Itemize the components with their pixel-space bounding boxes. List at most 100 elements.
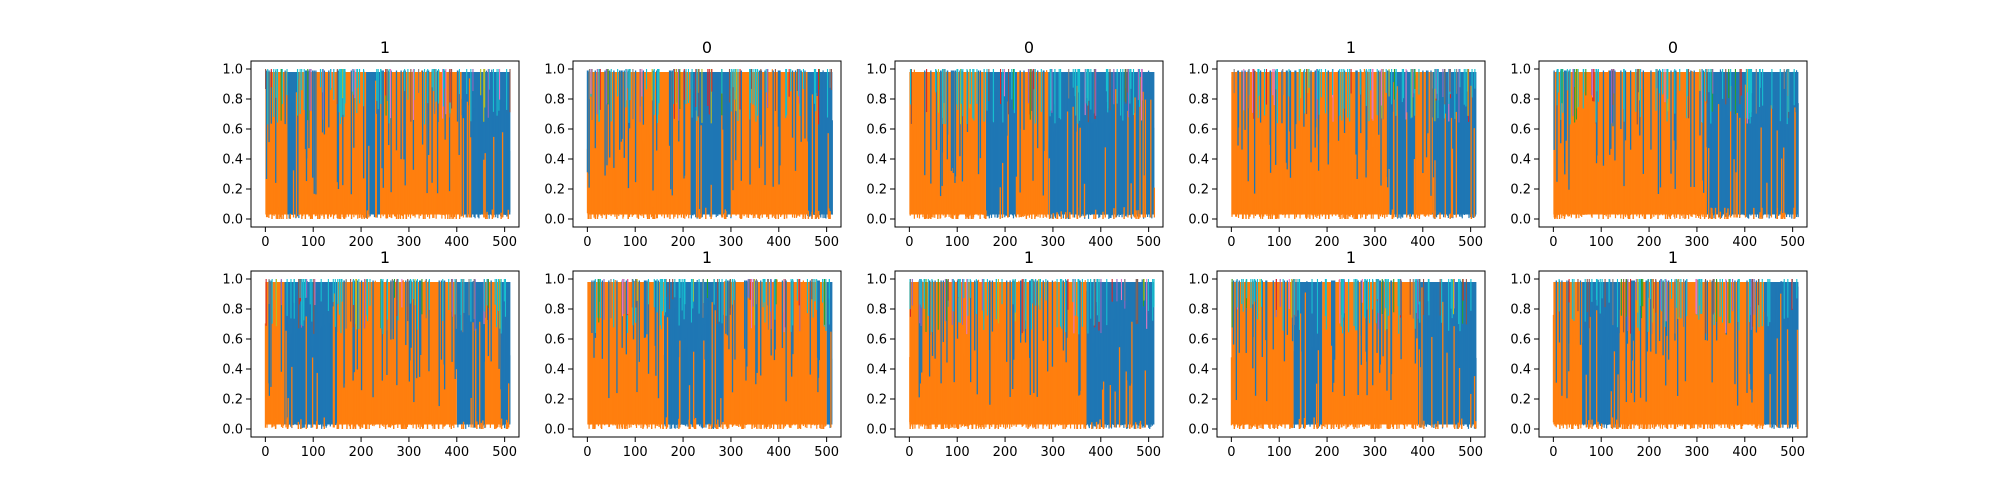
subplot-10: 1 0 100 200 300 400 500 0.0 0.2 0.4 0.6 0.8 1.0 <box>1510 248 1808 460</box>
y-tick-label: 0.4 <box>1510 153 1531 168</box>
x-tick-label: 300 <box>1685 445 1710 460</box>
y-tick-label: 0.8 <box>1510 303 1531 318</box>
subplot-title: 1 <box>1346 248 1356 267</box>
plot-area <box>1553 69 1799 219</box>
axes-frame <box>250 270 520 438</box>
x-tick-label: 500 <box>1780 235 1805 250</box>
y-tick-label: 0.8 <box>866 93 887 108</box>
y-tick-label: 0.8 <box>866 303 887 318</box>
x-tick-label: 100 <box>623 445 648 460</box>
subplot-1: 1 0 100 200 300 400 500 0.0 0.2 0.4 0.6 0.8 1.0 <box>222 38 520 250</box>
y-tick-label: 0.2 <box>1510 183 1531 198</box>
y-tick-label: 1.0 <box>1510 273 1531 288</box>
y-tick-label: 1.0 <box>544 63 565 78</box>
x-tick-label: 100 <box>1589 235 1614 250</box>
x-tick-label: 400 <box>1732 235 1757 250</box>
x-tick-label: 400 <box>766 445 791 460</box>
subplot-title: 0 <box>1024 38 1034 57</box>
y-tick-label: 0.8 <box>1188 303 1209 318</box>
subplot-2: 0 0 100 200 300 400 500 0.0 0.2 0.4 0.6 0.8 1.0 <box>544 38 842 250</box>
subplot-4: 1 0 100 200 300 400 500 0.0 0.2 0.4 0.6 0.8 1.0 <box>1188 38 1486 250</box>
plot-area <box>587 279 833 429</box>
x-tick-label: 500 <box>814 235 839 250</box>
y-tick-label: 0.6 <box>1510 333 1531 348</box>
x-tick-label: 200 <box>1315 445 1340 460</box>
x-tick-label: 300 <box>719 445 744 460</box>
y-tick-label: 0.0 <box>222 423 243 438</box>
x-tick-label: 200 <box>1637 445 1662 460</box>
x-tick-label: 0 <box>1227 445 1235 460</box>
axes-frame <box>894 270 1164 438</box>
y-tick-label: 0.2 <box>866 183 887 198</box>
subplot-title: 0 <box>1668 38 1678 57</box>
y-tick-label: 1.0 <box>544 273 565 288</box>
x-tick-label: 100 <box>1267 445 1292 460</box>
axes-frame <box>894 60 1164 228</box>
y-tick-label: 0.2 <box>1188 393 1209 408</box>
y-tick-label: 0.6 <box>544 333 565 348</box>
plot-area <box>586 69 833 219</box>
y-tick-label: 1.0 <box>222 273 243 288</box>
x-tick-label: 200 <box>349 235 374 250</box>
y-tick-label: 0.4 <box>1188 153 1209 168</box>
x-tick-label: 200 <box>993 445 1018 460</box>
x-tick-label: 0 <box>905 445 913 460</box>
y-tick-label: 0.8 <box>544 303 565 318</box>
x-tick-label: 500 <box>492 235 517 250</box>
y-tick-label: 0.0 <box>1510 213 1531 228</box>
subplot-8: 1 0 100 200 300 400 500 0.0 0.2 0.4 0.6 0.8 1.0 <box>866 248 1164 460</box>
x-tick-label: 300 <box>1041 445 1066 460</box>
axes-frame <box>1538 270 1808 438</box>
x-tick-label: 0 <box>1549 445 1557 460</box>
subplot-9: 1 0 100 200 300 400 500 0.0 0.2 0.4 0.6 0.8 1.0 <box>1188 248 1486 460</box>
x-tick-label: 0 <box>583 445 591 460</box>
x-tick-label: 300 <box>1363 445 1388 460</box>
y-tick-label: 0.2 <box>1510 393 1531 408</box>
x-tick-label: 200 <box>1315 235 1340 250</box>
subplot-7: 1 0 100 200 300 400 500 0.0 0.2 0.4 0.6 0.8 1.0 <box>544 248 842 460</box>
x-tick-label: 200 <box>1637 235 1662 250</box>
x-tick-label: 400 <box>1410 235 1435 250</box>
y-tick-label: 0.0 <box>866 423 887 438</box>
x-tick-label: 300 <box>1041 235 1066 250</box>
x-tick-label: 400 <box>1088 235 1113 250</box>
y-tick-label: 0.4 <box>544 363 565 378</box>
y-tick-label: 1.0 <box>222 63 243 78</box>
x-tick-label: 300 <box>397 445 422 460</box>
x-tick-label: 500 <box>1458 445 1483 460</box>
plot-area <box>909 279 1155 429</box>
y-tick-label: 0.0 <box>1188 423 1209 438</box>
y-tick-label: 0.8 <box>1510 93 1531 108</box>
plot-area <box>1230 279 1477 429</box>
subplot-title: 1 <box>380 38 390 57</box>
x-tick-label: 100 <box>301 445 326 460</box>
x-tick-label: 500 <box>814 445 839 460</box>
y-tick-label: 1.0 <box>866 273 887 288</box>
y-tick-label: 0.4 <box>544 153 565 168</box>
y-tick-label: 0.4 <box>222 363 243 378</box>
x-tick-label: 200 <box>993 235 1018 250</box>
y-tick-label: 0.6 <box>1188 123 1209 138</box>
plot-area <box>264 279 511 429</box>
y-tick-label: 0.6 <box>544 123 565 138</box>
subplot-title: 1 <box>1024 248 1034 267</box>
x-tick-label: 100 <box>945 235 970 250</box>
axes-frame <box>1216 60 1486 228</box>
y-tick-label: 1.0 <box>866 63 887 78</box>
plot-area <box>265 69 511 219</box>
y-tick-label: 1.0 <box>1188 273 1209 288</box>
y-tick-label: 0.8 <box>1188 93 1209 108</box>
axes-frame <box>1538 60 1808 228</box>
x-tick-label: 300 <box>397 235 422 250</box>
x-tick-label: 500 <box>1136 235 1161 250</box>
y-tick-label: 0.0 <box>1510 423 1531 438</box>
x-tick-label: 300 <box>1363 235 1388 250</box>
y-tick-label: 0.8 <box>222 303 243 318</box>
x-tick-label: 0 <box>261 445 269 460</box>
axes-frame <box>572 60 842 228</box>
subplot-title: 1 <box>1346 38 1356 57</box>
y-tick-label: 0.0 <box>866 213 887 228</box>
x-tick-label: 100 <box>1267 235 1292 250</box>
y-tick-label: 0.6 <box>222 123 243 138</box>
x-tick-label: 400 <box>1410 445 1435 460</box>
